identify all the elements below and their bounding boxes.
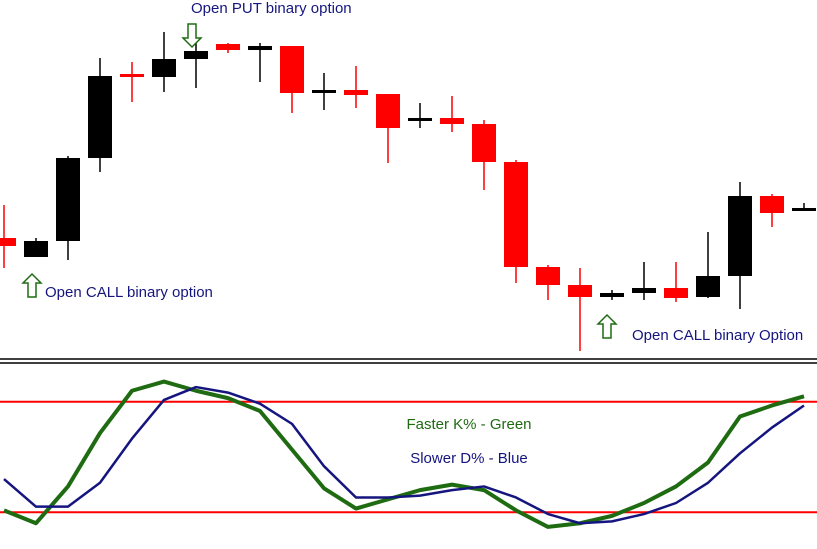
candle-body [792, 208, 816, 211]
candle-body [24, 241, 48, 257]
annotation: Open CALL binary option [45, 284, 213, 301]
put-arrow [181, 23, 203, 49]
candle-body [216, 44, 240, 50]
legend-label: Slower D% - Blue [410, 450, 528, 467]
candle-body [152, 59, 176, 77]
candle-body [632, 288, 656, 293]
candle-body [504, 162, 528, 267]
candle-body [0, 238, 16, 246]
candle-body [440, 118, 464, 124]
candle-body [280, 46, 304, 93]
candle-body [56, 158, 80, 241]
annotation: Open CALL binary Option [632, 327, 803, 344]
oscillator-line [3, 385, 805, 525]
candle-body [760, 196, 784, 213]
candle-body [696, 276, 720, 297]
candle-body [536, 267, 560, 285]
candle-body [664, 288, 688, 298]
oscillator-line [3, 379, 805, 529]
candle-body [376, 94, 400, 128]
candle-body [184, 51, 208, 59]
legend-label: Faster K% - Green [406, 416, 531, 433]
annotation: Open PUT binary option [191, 0, 352, 17]
candle-body [728, 196, 752, 276]
candle-body [344, 90, 368, 95]
candle-body [88, 76, 112, 158]
candle-body [248, 46, 272, 50]
candle-body [568, 285, 592, 297]
candle-body [472, 124, 496, 162]
candle-body [600, 293, 624, 297]
call-arrow [596, 313, 618, 339]
call-arrow [21, 272, 43, 298]
candle-body [408, 118, 432, 121]
candle-body [120, 74, 144, 77]
candle-body [312, 90, 336, 93]
